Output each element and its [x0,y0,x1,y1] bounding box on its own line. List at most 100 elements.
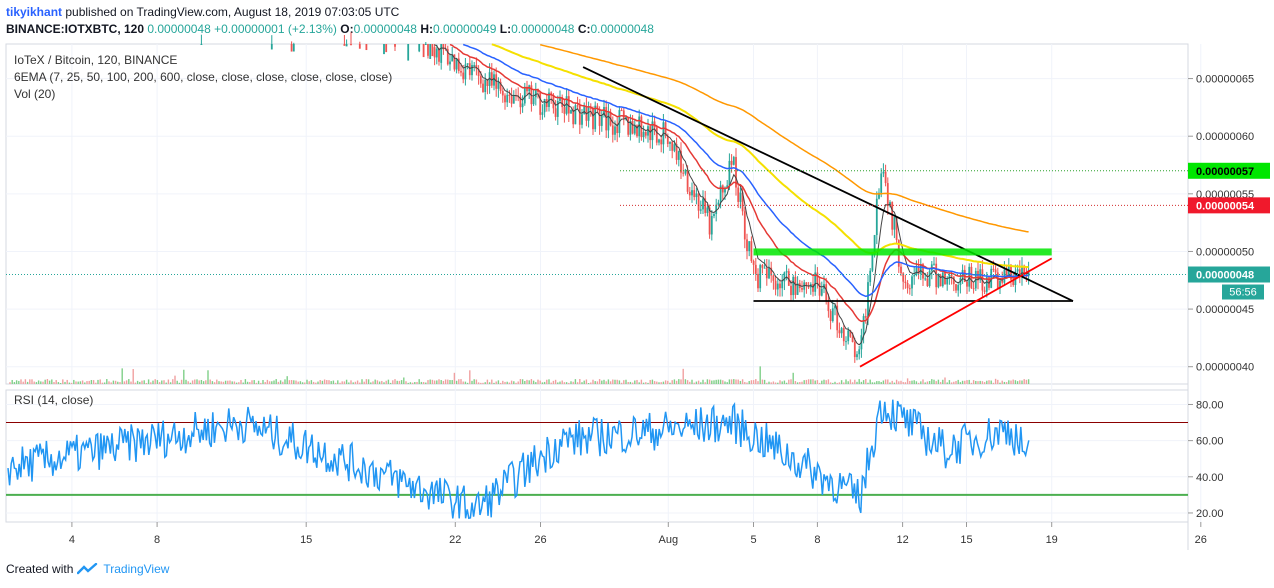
candle-body [350,44,352,46]
volume-bar [57,382,60,384]
volume-bar [596,381,599,384]
volume-bar [44,379,46,384]
author-link[interactable]: tikyikhant [6,5,63,19]
candle-body [814,272,817,292]
volume-bar [876,381,878,384]
volume-bar [312,381,315,384]
volume-bar [585,379,588,384]
time-tick-label: 8 [154,534,160,546]
chart-canvas[interactable]: 0.000000650.000000600.000000550.00000050… [0,0,1274,560]
volume-bar [169,382,172,384]
volume-bar [207,370,209,384]
volume-bar [517,381,519,384]
volume-bar [176,380,178,384]
volume-bar [948,380,951,384]
candle-body [501,90,504,96]
volume-bar [348,382,350,384]
high-price-tag-bg [1188,197,1270,214]
volume-bar [601,380,603,384]
volume-bar [427,380,429,384]
candle-body [996,272,999,289]
volume-bar [246,381,249,384]
volume-bar [55,380,57,384]
volume-bar [937,379,940,384]
volume-bar [733,379,735,384]
volume-bar [88,380,90,384]
volume-bar [570,381,572,384]
candle-body [867,282,869,318]
volume-bar [475,379,478,384]
volume-bar [557,382,559,384]
volume-bar [132,369,134,384]
candle-body [748,241,751,252]
candle-body [831,308,834,322]
tradingview-brand[interactable]: TradingView [103,562,170,576]
volume-bar [858,379,860,384]
volume-bar [396,380,398,384]
candle-body [1005,269,1008,276]
rsi-pane[interactable] [5,389,1189,523]
volume-bar [680,379,682,384]
candle-body [856,354,858,358]
candle-body [427,44,429,56]
volume-bar [810,379,812,384]
candle-body [726,185,729,188]
volume-bar [662,381,665,384]
candles [200,32,1030,363]
volume-bar [356,380,359,384]
volume-bar [282,381,284,384]
countdown-bg [1222,284,1264,300]
candle-body [614,126,616,135]
candle-body [699,209,702,211]
volume-bar [290,380,293,384]
time-tick-label: 5 [750,534,756,546]
volume-bar [825,380,827,384]
candle-body [792,276,795,296]
candle-body [394,44,396,47]
volume-bar [328,380,330,384]
candle-body [526,86,528,92]
volume-bar [669,382,671,384]
candle-body [774,280,777,290]
candle-body [429,44,432,59]
volume-bar [871,382,874,384]
candle-body [902,273,905,282]
high-price-tag-label: 0.00000054 [1196,200,1255,212]
candle-body [682,172,685,174]
volume-bar [444,379,447,384]
descending-trendline [582,66,1074,302]
volume-bar [768,381,770,384]
volume-bar [299,381,302,384]
volume-bar [748,381,750,384]
volume-bar [455,380,458,384]
volume-bar [950,382,953,384]
volume-bar [506,381,508,384]
volume-bar [790,379,792,384]
volume-bar [242,382,244,384]
volume-bar [812,379,814,384]
price-tick-label: 0.00000065 [1196,74,1254,86]
volume-bar [592,379,594,384]
volume-bar [909,380,911,384]
candle-body [1012,279,1015,286]
candle-body [994,269,997,273]
candle-body [605,106,608,131]
volume-bar [275,379,277,384]
volume-bar [953,381,955,384]
volume-bar [568,382,570,384]
volume-bar [304,382,306,384]
candle-body [644,132,647,136]
volume-bar [572,381,574,384]
candle-body [640,116,643,138]
volume-bar [836,382,838,384]
time-tick-label: 12 [896,534,908,546]
candle-body [845,341,847,343]
candle-body [851,336,854,342]
volume-bar [926,381,929,384]
candle-body [534,89,537,98]
candle-body [671,141,674,151]
candle-body [875,198,878,236]
candle-body [453,54,456,70]
volume-bar [623,380,625,384]
volume-bar [574,379,577,384]
